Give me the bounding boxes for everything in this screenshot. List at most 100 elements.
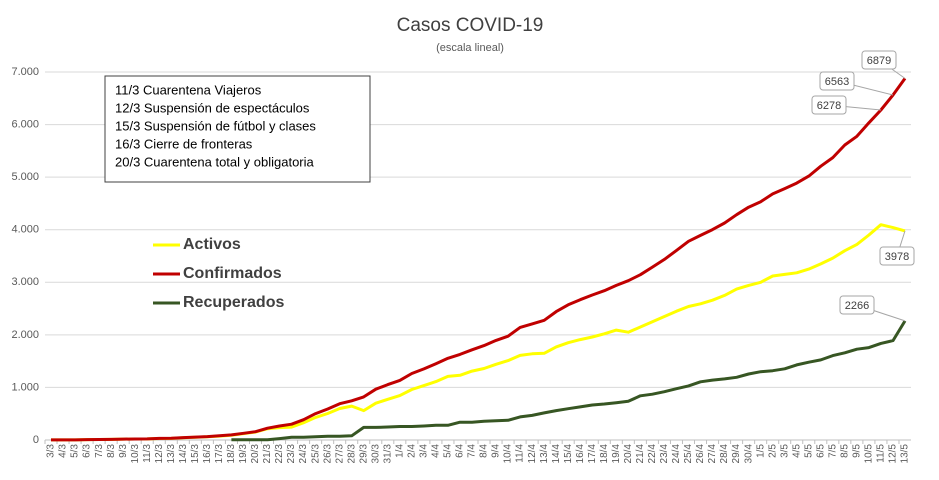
x-tick-label: 14/4 (551, 444, 562, 464)
x-tick-label: 16/4 (575, 444, 586, 464)
x-tick-label: 12/4 (527, 444, 538, 464)
x-tick-label: 17/3 (214, 444, 225, 464)
data-label: 6278 (817, 100, 841, 112)
y-tick-label: 3.000 (11, 276, 39, 288)
series-line (51, 77, 907, 442)
x-tick-label: 20/4 (623, 444, 634, 464)
x-tick-label: 24/4 (671, 444, 682, 464)
x-tick-label: 4/3 (58, 444, 69, 458)
annotation: 15/3 Suspensión de fútbol y clases (115, 118, 316, 133)
x-tick-label: 14/3 (178, 444, 189, 464)
legend-label: Activos (183, 236, 241, 253)
x-tick-label: 16/3 (202, 444, 213, 464)
callout-box (861, 50, 897, 70)
callout-box (811, 95, 847, 115)
x-tick-label: 10/5 (864, 444, 875, 464)
x-tick-label: 3/5 (779, 444, 790, 458)
x-tick-label: 30/3 (370, 444, 381, 464)
x-tick-label: 9/5 (852, 444, 863, 458)
x-tick-label: 15/3 (190, 444, 201, 464)
x-tick-label: 20/3 (250, 444, 261, 464)
x-tick-label: 11/3 (142, 444, 153, 463)
series-line (231, 320, 907, 442)
annotation: 11/3 Cuarentena Viajeros (115, 82, 262, 97)
x-tick-label: 23/3 (286, 444, 297, 464)
x-tick-label: 7/5 (827, 444, 838, 458)
data-label: 6879 (867, 55, 891, 67)
x-tick-label: 26/4 (695, 444, 706, 464)
x-tick-label: 11/4 (515, 444, 526, 463)
x-tick-label: 5/4 (443, 444, 454, 458)
x-tick-label: 12/5 (888, 444, 899, 464)
callout-box (819, 71, 855, 91)
x-tick-label: 28/3 (346, 444, 357, 464)
chart-subtitle: (escala lineal) (436, 42, 504, 54)
x-tick-label: 15/4 (563, 444, 574, 464)
x-tick-label: 12/3 (154, 444, 165, 464)
x-tick-label: 4/5 (791, 444, 802, 458)
x-tick-label: 27/4 (707, 444, 718, 464)
x-tick-label: 10/3 (130, 444, 141, 464)
x-tick-label: 18/3 (226, 444, 237, 464)
x-tick-label: 8/3 (106, 444, 117, 458)
x-tick-label: 1/5 (755, 444, 766, 458)
x-tick-label: 10/4 (503, 444, 514, 464)
x-tick-label: 18/4 (599, 444, 610, 464)
x-tick-label: 29/3 (358, 444, 369, 464)
x-tick-label: 25/3 (310, 444, 321, 464)
x-tick-label: 17/4 (587, 444, 598, 464)
x-tick-label: 11/5 (876, 444, 887, 463)
x-tick-label: 30/4 (743, 444, 754, 464)
series-line (51, 223, 906, 442)
x-tick-label: 2/5 (767, 444, 778, 458)
x-tick-label: 13/3 (166, 444, 177, 464)
x-tick-label: 25/4 (683, 444, 694, 464)
x-tick-label: 8/4 (479, 444, 490, 458)
annotation: 20/3 Cuarentena total y obligatoria (115, 154, 315, 169)
x-tick-label: 31/3 (382, 444, 393, 464)
x-tick-label: 26/3 (322, 444, 333, 464)
y-tick-label: 6.000 (11, 118, 39, 130)
data-label: 3978 (885, 251, 909, 263)
x-tick-label: 8/5 (839, 444, 850, 458)
x-tick-label: 6/5 (815, 444, 826, 458)
x-tick-label: 6/3 (82, 444, 93, 458)
x-tick-label: 21/3 (262, 444, 273, 464)
legend-label: Recuperados (183, 294, 284, 311)
x-tick-label: 6/4 (455, 444, 466, 458)
x-tick-label: 23/4 (659, 444, 670, 464)
callout-box (839, 295, 875, 315)
x-tick-label: 1/4 (394, 444, 405, 458)
x-tick-label: 5/5 (803, 444, 814, 458)
x-tick-label: 13/5 (900, 444, 911, 464)
x-tick-label: 2/4 (406, 444, 417, 458)
y-tick-label: 7.000 (11, 66, 39, 78)
x-tick-label: 22/3 (274, 444, 285, 464)
y-tick-label: 1.000 (11, 381, 39, 393)
x-tick-label: 9/3 (118, 444, 129, 458)
annotation-box (104, 75, 371, 183)
x-tick-label: 4/4 (431, 444, 442, 458)
y-tick-label: 2.000 (11, 329, 39, 341)
x-tick-label: 3/4 (419, 444, 430, 458)
annotation: 16/3 Cierre de fronteras (115, 136, 253, 151)
y-tick-label: 0 (33, 434, 39, 446)
x-tick-label: 24/3 (298, 444, 309, 464)
annotation: 12/3 Suspensión de espectáculos (115, 100, 310, 115)
x-tick-label: 22/4 (647, 444, 658, 464)
chart-title: Casos COVID-19 (397, 15, 544, 36)
data-label: 2266 (845, 300, 869, 312)
callout-box (879, 246, 915, 266)
legend-label: Confirmados (183, 265, 282, 282)
y-tick-label: 5.000 (11, 171, 39, 183)
x-tick-label: 27/3 (334, 444, 345, 464)
x-tick-label: 7/3 (94, 444, 105, 458)
x-tick-label: 29/4 (731, 444, 742, 464)
x-tick-label: 19/3 (238, 444, 249, 464)
x-tick-label: 7/4 (467, 444, 478, 458)
x-tick-label: 19/4 (611, 444, 622, 464)
x-tick-label: 28/4 (719, 444, 730, 464)
x-tick-label: 3/3 (46, 444, 57, 458)
